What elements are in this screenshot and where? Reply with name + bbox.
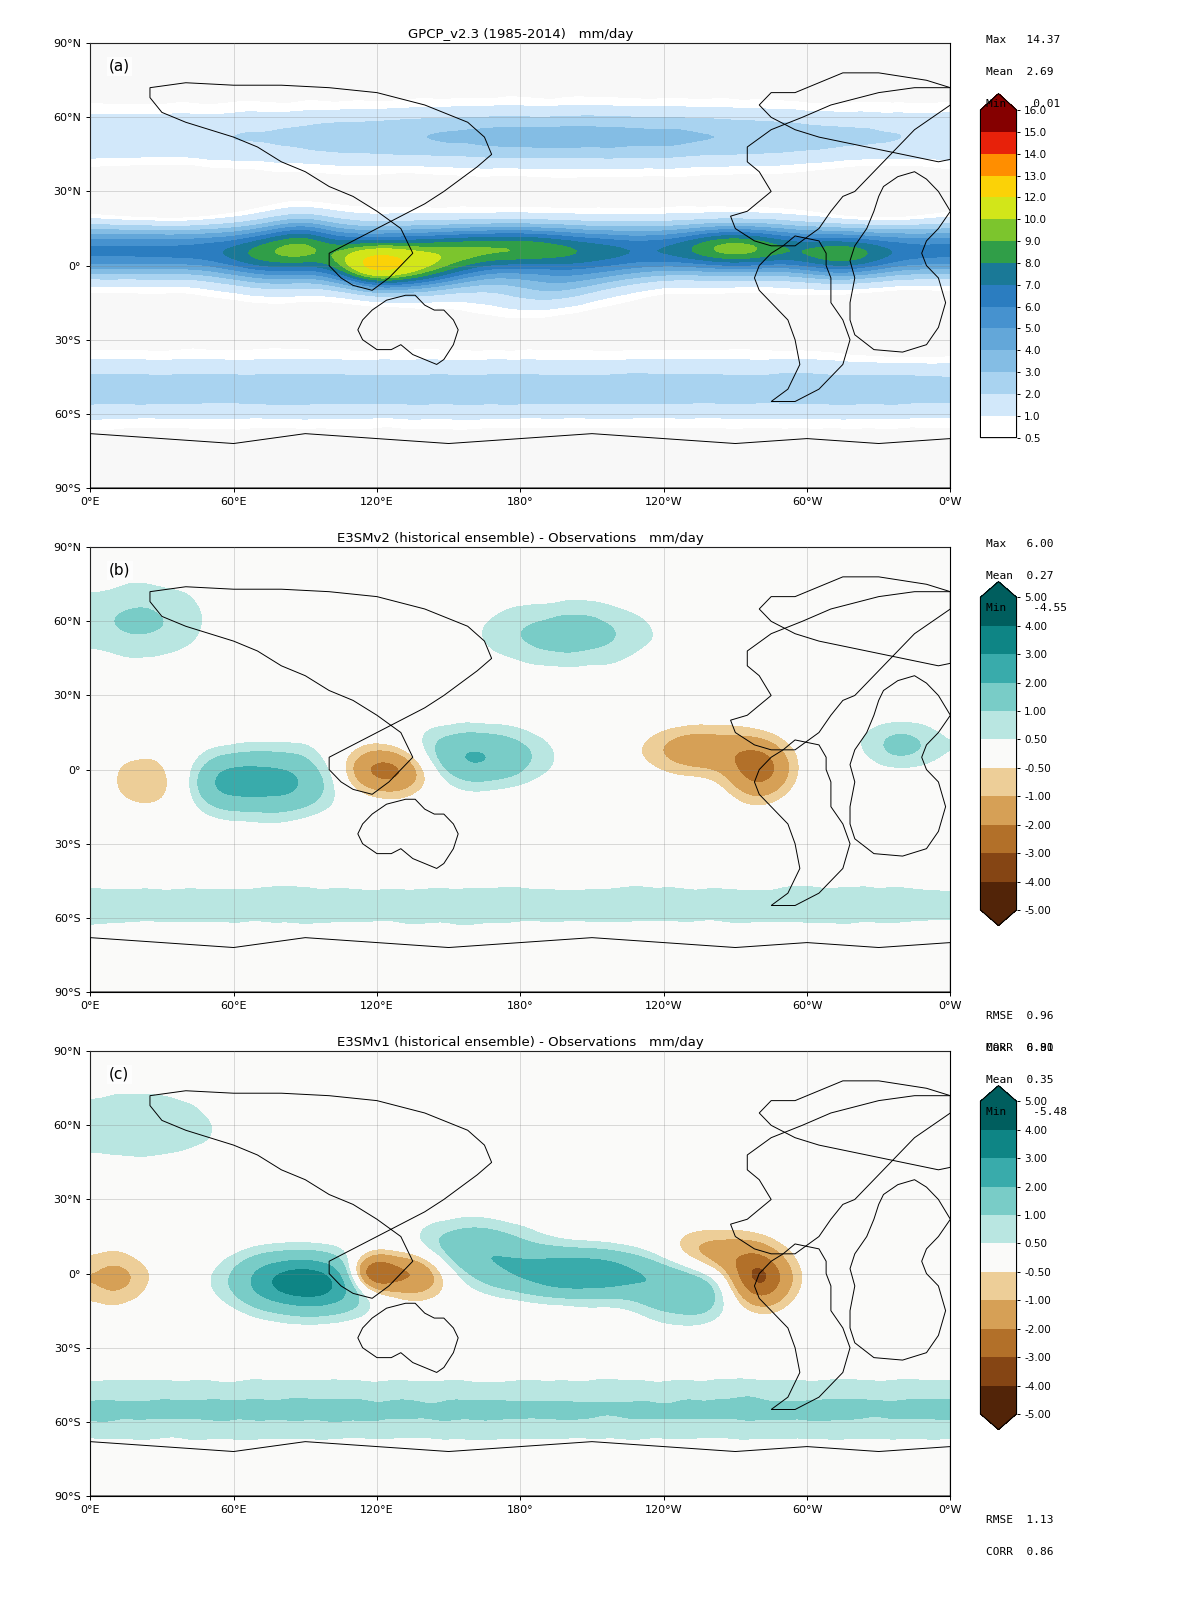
Text: Min    -5.48: Min -5.48 bbox=[986, 1107, 1067, 1117]
Text: Mean  2.69: Mean 2.69 bbox=[986, 67, 1054, 77]
PathPatch shape bbox=[980, 1085, 1017, 1101]
Text: Max   6.00: Max 6.00 bbox=[986, 539, 1054, 549]
Text: Max   6.81: Max 6.81 bbox=[986, 1043, 1054, 1053]
PathPatch shape bbox=[980, 94, 1017, 110]
Text: CORR  0.90: CORR 0.90 bbox=[986, 1043, 1054, 1053]
PathPatch shape bbox=[980, 581, 1017, 597]
Title: E3SMv2 (historical ensemble) - Observations   mm/day: E3SMv2 (historical ensemble) - Observati… bbox=[337, 531, 704, 544]
Text: (a): (a) bbox=[109, 59, 130, 74]
Text: (c): (c) bbox=[109, 1067, 130, 1082]
Text: RMSE  1.13: RMSE 1.13 bbox=[986, 1515, 1054, 1525]
PathPatch shape bbox=[980, 1414, 1017, 1430]
Text: Max   14.37: Max 14.37 bbox=[986, 35, 1061, 45]
PathPatch shape bbox=[980, 910, 1017, 925]
Title: GPCP_v2.3 (1985-2014)   mm/day: GPCP_v2.3 (1985-2014) mm/day bbox=[408, 27, 633, 40]
Text: Min    0.01: Min 0.01 bbox=[986, 99, 1061, 109]
Text: Mean  0.35: Mean 0.35 bbox=[986, 1075, 1054, 1085]
Text: (b): (b) bbox=[109, 563, 131, 578]
Text: RMSE  0.96: RMSE 0.96 bbox=[986, 1011, 1054, 1021]
Text: Mean  0.27: Mean 0.27 bbox=[986, 571, 1054, 581]
Text: Min    -4.55: Min -4.55 bbox=[986, 603, 1067, 613]
Text: CORR  0.86: CORR 0.86 bbox=[986, 1547, 1054, 1557]
Title: E3SMv1 (historical ensemble) - Observations   mm/day: E3SMv1 (historical ensemble) - Observati… bbox=[337, 1035, 704, 1048]
